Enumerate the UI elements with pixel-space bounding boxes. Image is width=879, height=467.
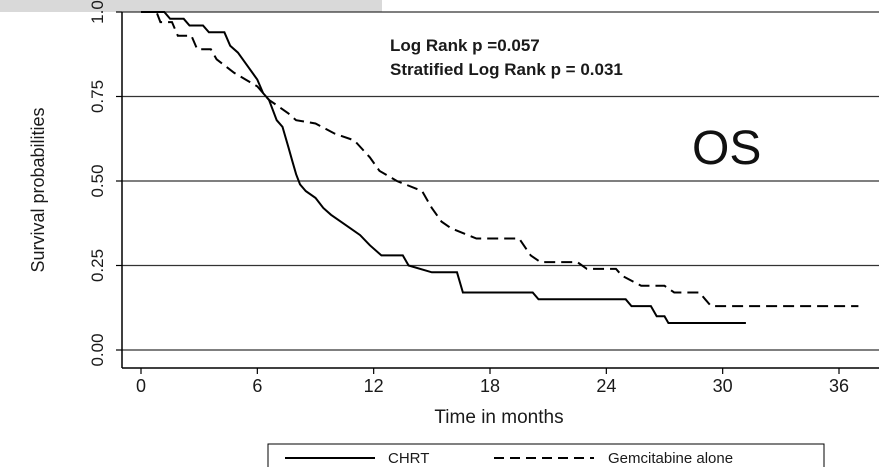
grid-lines: [122, 11, 879, 351]
y-tick-label: 0.75: [88, 80, 107, 113]
panel-label-os: OS: [692, 122, 761, 175]
legend: CHRT Gemcitabine alone: [267, 443, 825, 467]
y-tick-label: 1.0: [88, 0, 107, 24]
series-line-chrt: [141, 11, 746, 324]
survival-curves: [141, 11, 859, 324]
x-tick-label: 0: [136, 376, 146, 396]
x-ticks: 0 6 12 18 24 30 36: [136, 368, 849, 396]
y-axis-label: Survival probabilities: [28, 107, 48, 272]
y-tick-label: 0.25: [88, 249, 107, 282]
axes: [121, 12, 879, 369]
x-tick-label: 6: [252, 376, 262, 396]
top-header-strip: [0, 0, 382, 12]
y-tick-label: 0.50: [88, 164, 107, 197]
x-tick-label: 18: [480, 376, 500, 396]
legend-label-gemcitabine: Gemcitabine alone: [608, 450, 733, 467]
legend-label-chrt: CHRT: [388, 450, 429, 467]
x-tick-label: 36: [829, 376, 849, 396]
x-axis-label: Time in months: [434, 407, 563, 428]
stratified-log-rank-annotation: Stratified Log Rank p = 0.031: [390, 60, 623, 79]
series-line-gemcitabine: [141, 11, 859, 308]
x-tick-label: 12: [364, 376, 384, 396]
log-rank-annotation: Log Rank p =0.057: [390, 36, 540, 55]
legend-box: [267, 443, 825, 467]
y-tick-label: 0.00: [88, 333, 107, 366]
x-tick-label: 30: [713, 376, 733, 396]
y-ticks: 0.00 0.25 0.50 0.75 1.0: [88, 0, 122, 367]
x-tick-label: 24: [596, 376, 616, 396]
